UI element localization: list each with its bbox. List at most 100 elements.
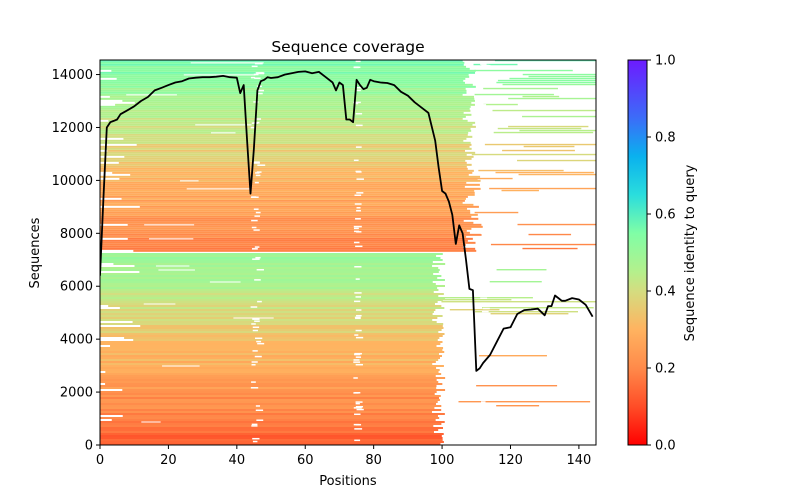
alignment-row xyxy=(124,155,474,158)
alignment-heatmap xyxy=(100,60,596,445)
alignment-row xyxy=(100,191,475,194)
alignment-row xyxy=(124,337,440,339)
gap-speckle xyxy=(253,121,260,124)
alignment-row xyxy=(133,339,438,341)
alignment-row xyxy=(100,417,440,419)
alignment-row xyxy=(100,269,440,271)
alignment-row xyxy=(100,291,434,293)
alignment-row xyxy=(100,427,444,429)
gap-speckle xyxy=(480,75,488,77)
x-axis-label: Positions xyxy=(319,474,377,489)
alignment-row xyxy=(100,413,445,415)
alignment-row xyxy=(100,403,437,405)
gap-segment xyxy=(210,132,236,134)
alignment-row xyxy=(100,257,441,259)
y-axis-label: Sequences xyxy=(28,217,43,288)
alignment-row xyxy=(100,65,467,68)
alignment-row xyxy=(100,225,483,228)
alignment-row xyxy=(100,311,434,313)
alignment-row xyxy=(100,327,444,329)
alignment-row-tail xyxy=(444,297,533,299)
alignment-row xyxy=(100,117,463,120)
alignment-row xyxy=(100,93,463,96)
gap-segment xyxy=(143,303,176,305)
alignment-row xyxy=(100,129,472,132)
alignment-row xyxy=(100,131,469,134)
alignment-row xyxy=(139,205,479,208)
alignment-row xyxy=(139,271,439,273)
gap-speckle xyxy=(252,350,258,352)
alignment-row xyxy=(100,89,467,92)
gap-speckle xyxy=(256,171,262,173)
alignment-row xyxy=(100,121,476,124)
alignment-row xyxy=(113,263,446,265)
alignment-row xyxy=(100,183,480,186)
gap-speckle xyxy=(355,86,363,89)
gap-segment xyxy=(155,265,190,267)
alignment-row xyxy=(100,423,442,425)
alignment-row xyxy=(100,185,465,188)
gap-speckle xyxy=(257,92,263,95)
alignment-row xyxy=(100,247,476,250)
gap-speckle xyxy=(481,161,488,164)
alignment-row xyxy=(100,63,464,66)
gap-speckle xyxy=(251,423,258,426)
gap-speckle xyxy=(354,203,362,205)
alignment-row xyxy=(100,421,445,423)
alignment-row-tail xyxy=(441,301,596,303)
alignment-row xyxy=(100,297,445,299)
gap-speckle xyxy=(254,181,259,184)
x-tick-label: 20 xyxy=(160,453,177,468)
gap-speckle xyxy=(353,407,362,409)
gap-speckle xyxy=(355,405,364,408)
alignment-row xyxy=(100,287,438,289)
gap-speckle xyxy=(255,174,261,177)
gap-speckle xyxy=(480,221,486,224)
alignment-row xyxy=(100,107,470,110)
gap-segment xyxy=(158,269,195,271)
gap-speckle xyxy=(353,377,358,379)
alignment-row xyxy=(100,379,437,381)
alignment-row xyxy=(123,137,467,140)
gap-segment xyxy=(149,238,194,240)
alignment-row-tail xyxy=(496,405,540,407)
x-tick-label: 100 xyxy=(430,453,455,468)
gap-speckle xyxy=(355,218,361,220)
gap-speckle xyxy=(482,165,489,167)
alignment-row xyxy=(112,171,473,174)
gap-speckle xyxy=(355,317,361,320)
alignment-row xyxy=(100,329,442,331)
alignment-row xyxy=(108,119,468,122)
alignment-row-tail xyxy=(476,385,558,387)
alignment-row xyxy=(132,321,437,323)
alignment-row xyxy=(100,153,467,156)
alignment-row xyxy=(100,407,435,409)
alignment-row xyxy=(136,143,472,146)
gap-segment xyxy=(186,188,251,190)
gap-speckle xyxy=(355,401,363,403)
alignment-row xyxy=(100,215,472,218)
alignment-row-tail xyxy=(528,75,596,78)
alignment-row-tail xyxy=(475,311,579,313)
gap-speckle xyxy=(479,404,487,406)
gap-speckle xyxy=(480,381,485,384)
alignment-row xyxy=(100,315,443,317)
gap-speckle xyxy=(253,229,260,231)
colorbar-tick-label: 0.4 xyxy=(655,285,676,300)
alignment-row xyxy=(100,401,438,403)
y-tick-label: 0 xyxy=(85,439,93,454)
alignment-row xyxy=(100,365,444,367)
gap-speckle xyxy=(251,219,258,222)
alignment-row xyxy=(100,437,443,439)
alignment-row-tail xyxy=(523,145,575,148)
alignment-row xyxy=(100,331,439,333)
alignment-row xyxy=(100,209,471,212)
alignment-row-tail xyxy=(522,95,560,98)
alignment-row xyxy=(100,157,472,160)
gap-speckle xyxy=(480,200,486,202)
gap-speckle xyxy=(480,418,488,421)
alignment-row xyxy=(119,177,478,180)
alignment-row xyxy=(100,193,475,196)
gap-speckle xyxy=(353,101,361,104)
gap-speckle xyxy=(255,172,260,174)
